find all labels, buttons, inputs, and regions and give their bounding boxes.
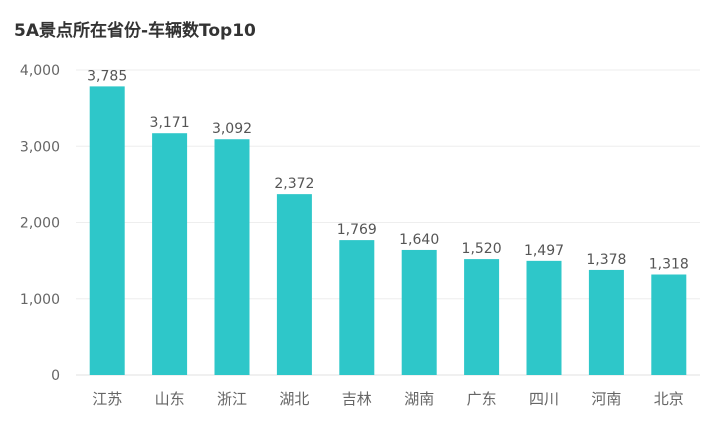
y-tick-label: 4,000: [20, 63, 60, 79]
x-tick-label: 吉林: [342, 390, 372, 408]
bar[interactable]: [464, 259, 500, 375]
x-tick-label: 湖北: [279, 390, 309, 408]
bar[interactable]: [339, 240, 375, 375]
bar-value-label: 1,318: [649, 257, 689, 273]
bar-value-label: 1,640: [399, 232, 439, 248]
x-tick-label: 湖南: [404, 390, 434, 408]
bar-value-label: 3,785: [87, 68, 127, 84]
bar[interactable]: [526, 260, 562, 375]
bar-value-label: 1,378: [586, 252, 626, 268]
x-tick-label: 河南: [591, 390, 621, 408]
bar[interactable]: [401, 249, 437, 375]
y-tick-label: 1,000: [20, 292, 60, 308]
bar[interactable]: [214, 139, 250, 375]
x-tick-label: 浙江: [217, 390, 247, 408]
x-tick-label: 山东: [155, 390, 185, 408]
bar-value-label: 3,171: [150, 115, 190, 131]
bar-value-label: 1,520: [462, 241, 502, 257]
bar[interactable]: [651, 274, 687, 375]
bar[interactable]: [588, 269, 624, 375]
chart-title: 5A景点所在省份-车辆数Top10: [14, 21, 256, 41]
y-tick-label: 0: [51, 368, 60, 384]
y-tick-label: 2,000: [20, 216, 60, 232]
x-tick-label: 广东: [467, 390, 497, 408]
x-tick-label: 江苏: [92, 390, 122, 408]
y-tick-label: 3,000: [20, 139, 60, 155]
x-tick-label: 北京: [654, 390, 684, 408]
bar[interactable]: [152, 133, 188, 375]
bar-value-label: 3,092: [212, 121, 252, 137]
bar[interactable]: [276, 194, 312, 375]
bar[interactable]: [89, 86, 125, 376]
bar-value-label: 1,769: [337, 222, 377, 238]
x-tick-label: 四川: [529, 390, 559, 408]
bar-value-label: 1,497: [524, 243, 564, 259]
bar-value-label: 2,372: [274, 176, 314, 192]
